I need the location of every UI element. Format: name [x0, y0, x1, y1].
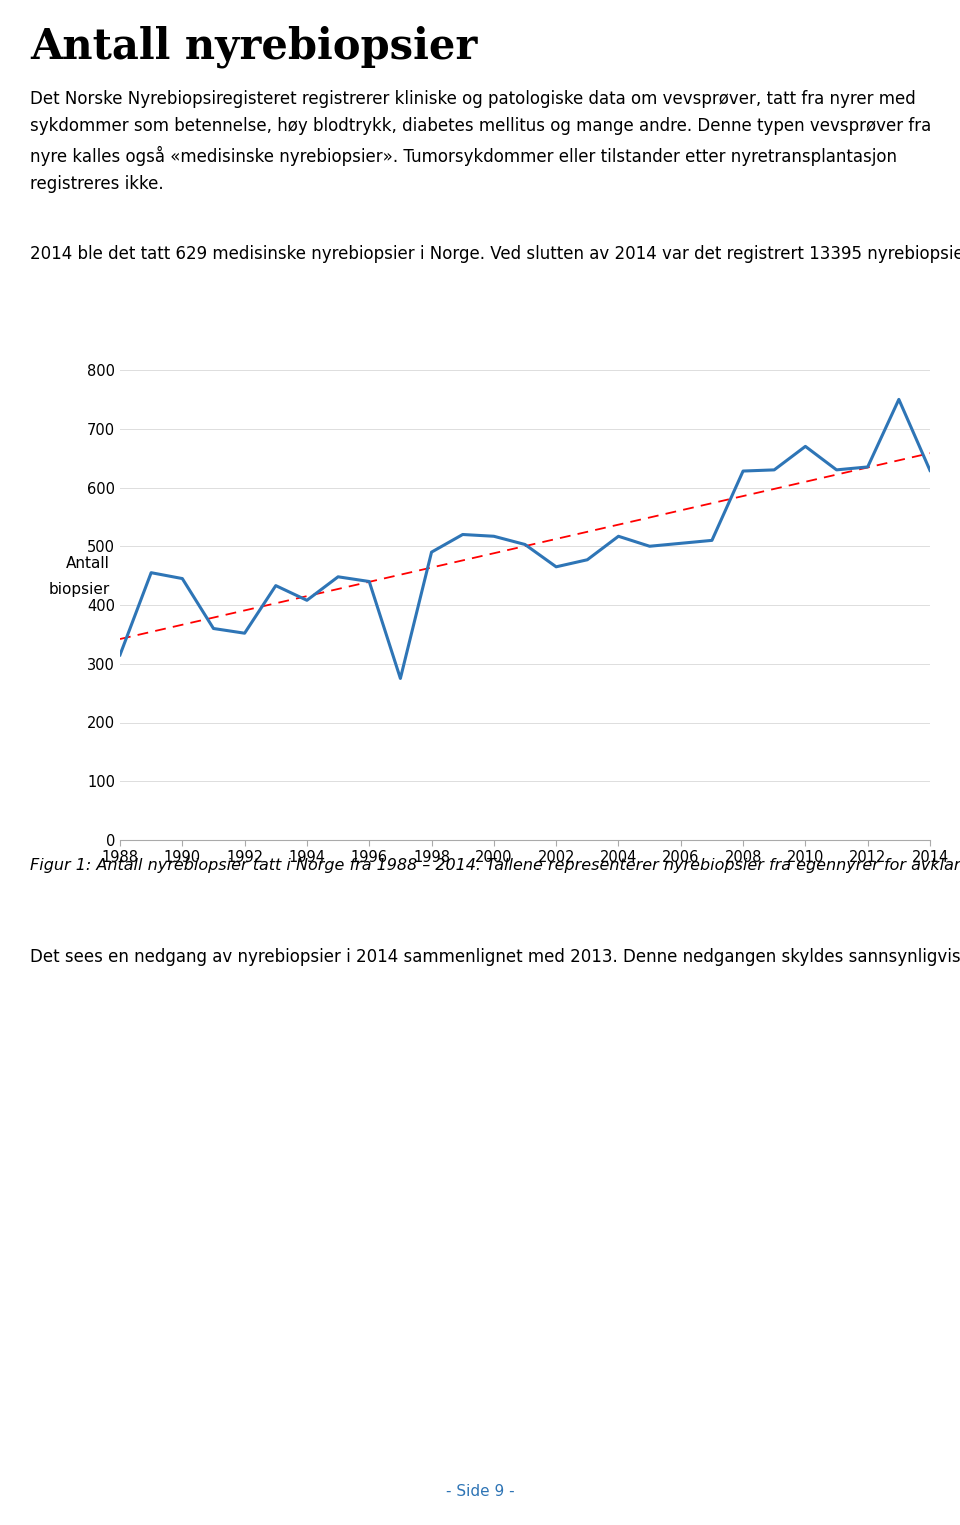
Text: Det sees en nedgang av nyrebiopsier i 2014 sammenlignet med 2013. Denne nedgange: Det sees en nedgang av nyrebiopsier i 20…: [30, 949, 960, 965]
Text: biopsier: biopsier: [49, 581, 110, 596]
Text: - Side 9 -: - Side 9 -: [445, 1484, 515, 1499]
Text: Det Norske Nyrebiopsiregisteret registrerer kliniske og patologiske data om vevs: Det Norske Nyrebiopsiregisteret registre…: [30, 90, 931, 192]
Text: Figur 1: Antall nyrebiopsier tatt i Norge fra 1988 – 2014. Tallene representerer: Figur 1: Antall nyrebiopsier tatt i Norg…: [30, 859, 960, 872]
Text: Antall: Antall: [66, 555, 110, 570]
Text: 2014 ble det tatt 629 medisinske nyrebiopsier i Norge. Ved slutten av 2014 var d: 2014 ble det tatt 629 medisinske nyrebio…: [30, 246, 960, 262]
Text: Antall nyrebiopsier: Antall nyrebiopsier: [30, 26, 477, 69]
